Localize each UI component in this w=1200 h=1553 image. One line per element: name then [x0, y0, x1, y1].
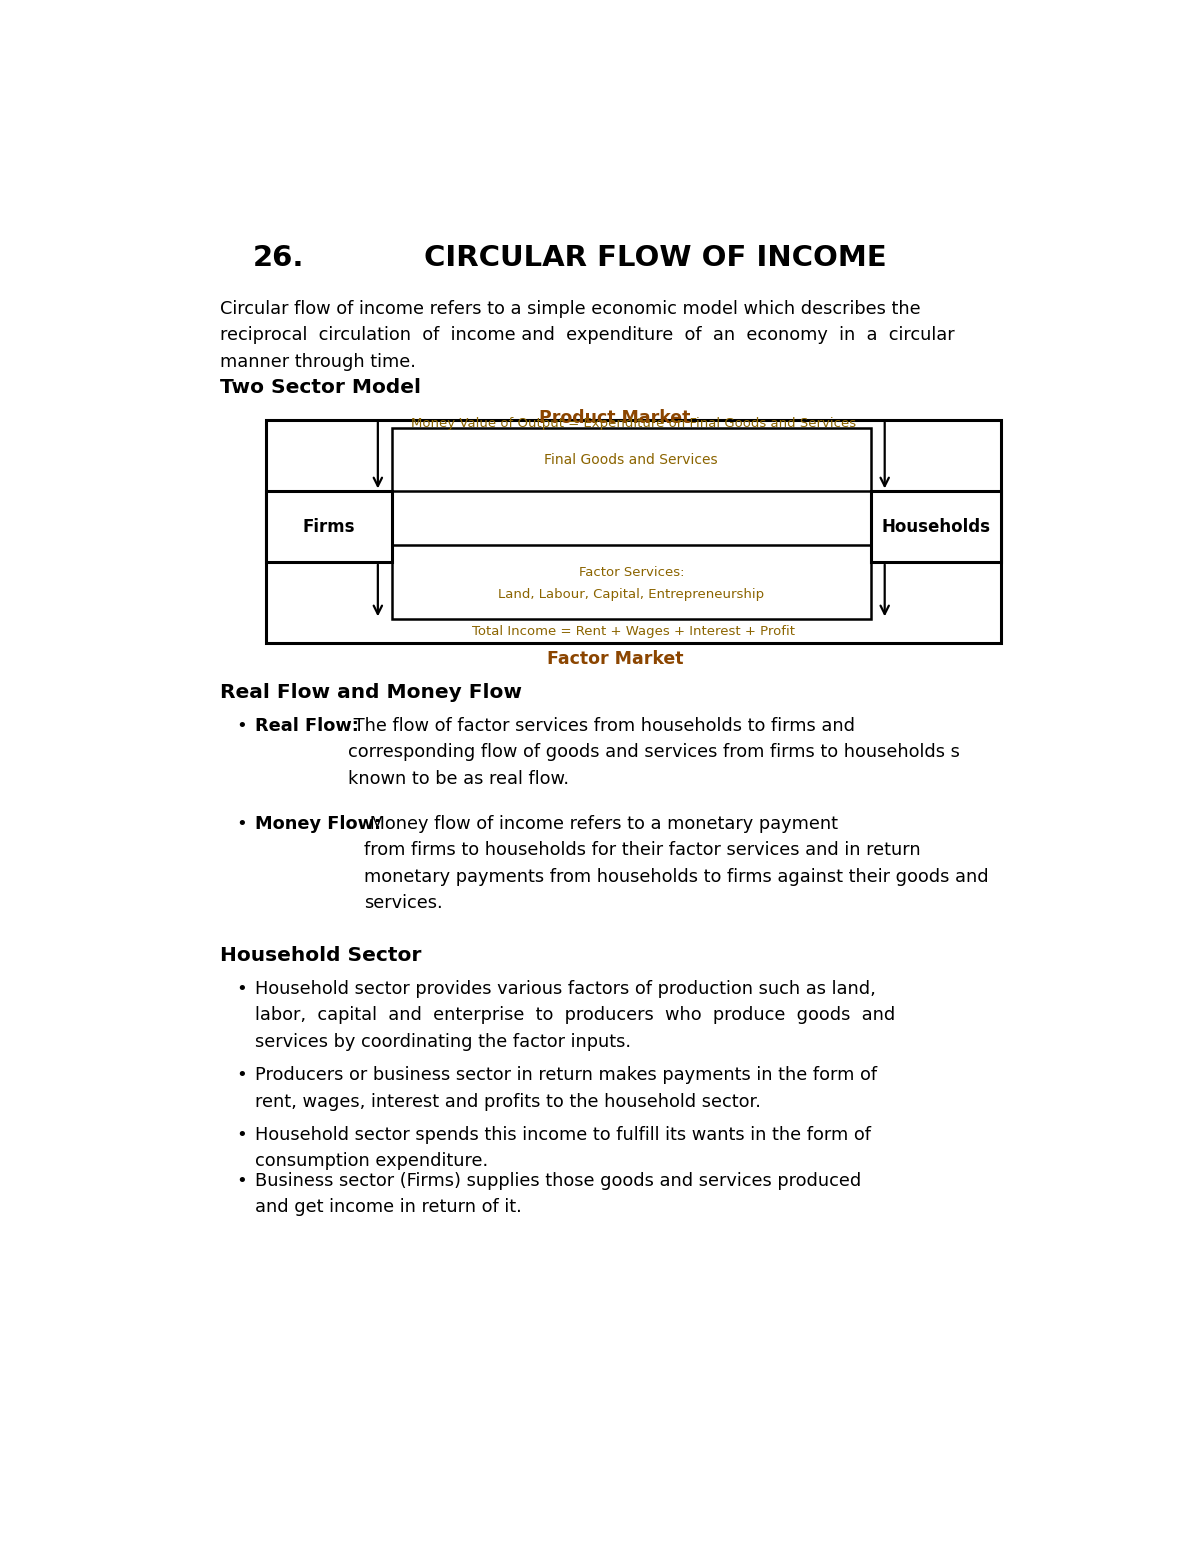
Text: Two Sector Model: Two Sector Model: [220, 377, 421, 396]
FancyBboxPatch shape: [871, 491, 1001, 562]
Text: •: •: [236, 815, 247, 834]
Text: Household Sector: Household Sector: [220, 946, 421, 964]
Text: Money Flow:: Money Flow:: [256, 815, 382, 834]
Text: Household sector provides various factors of production such as land,
labor,  ca: Household sector provides various factor…: [256, 980, 895, 1051]
Text: Factor Market: Factor Market: [547, 651, 683, 668]
Text: Money flow of income refers to a monetary payment
from firms to households for t: Money flow of income refers to a monetar…: [364, 815, 989, 912]
Text: Total Income = Rent + Wages + Interest + Profit: Total Income = Rent + Wages + Interest +…: [472, 624, 796, 638]
Text: Firms: Firms: [302, 517, 355, 536]
Text: Producers or business sector in return makes payments in the form of
rent, wages: Producers or business sector in return m…: [256, 1067, 877, 1110]
Text: •: •: [236, 1067, 247, 1084]
FancyBboxPatch shape: [266, 491, 391, 562]
Text: The flow of factor services from households to firms and
corresponding flow of g: The flow of factor services from househo…: [348, 717, 960, 787]
Text: •: •: [236, 1126, 247, 1145]
Text: •: •: [236, 717, 247, 735]
Text: Final Goods and Services: Final Goods and Services: [545, 452, 718, 466]
Text: Business sector (Firms) supplies those goods and services produced
and get incom: Business sector (Firms) supplies those g…: [256, 1171, 862, 1216]
Text: Real Flow:: Real Flow:: [256, 717, 359, 735]
Text: •: •: [236, 980, 247, 999]
Text: Circular flow of income refers to a simple economic model which describes the
re: Circular flow of income refers to a simp…: [220, 300, 954, 371]
FancyBboxPatch shape: [391, 429, 871, 491]
Text: Land, Labour, Capital, Entrepreneurship: Land, Labour, Capital, Entrepreneurship: [498, 587, 764, 601]
Text: Household sector spends this income to fulfill its wants in the form of
consumpt: Household sector spends this income to f…: [256, 1126, 871, 1171]
Text: Factor Services:: Factor Services:: [578, 567, 684, 579]
Text: Households: Households: [881, 517, 990, 536]
Text: Product Market: Product Market: [539, 408, 691, 427]
Text: Money Value of Output = Expenditure on Final Goods and Services: Money Value of Output = Expenditure on F…: [412, 418, 856, 430]
Text: 26.: 26.: [252, 244, 304, 272]
Text: Real Flow and Money Flow: Real Flow and Money Flow: [220, 683, 522, 702]
FancyBboxPatch shape: [266, 419, 1001, 643]
Text: •: •: [236, 1171, 247, 1190]
FancyBboxPatch shape: [391, 545, 871, 620]
Text: CIRCULAR FLOW OF INCOME: CIRCULAR FLOW OF INCOME: [425, 244, 887, 272]
